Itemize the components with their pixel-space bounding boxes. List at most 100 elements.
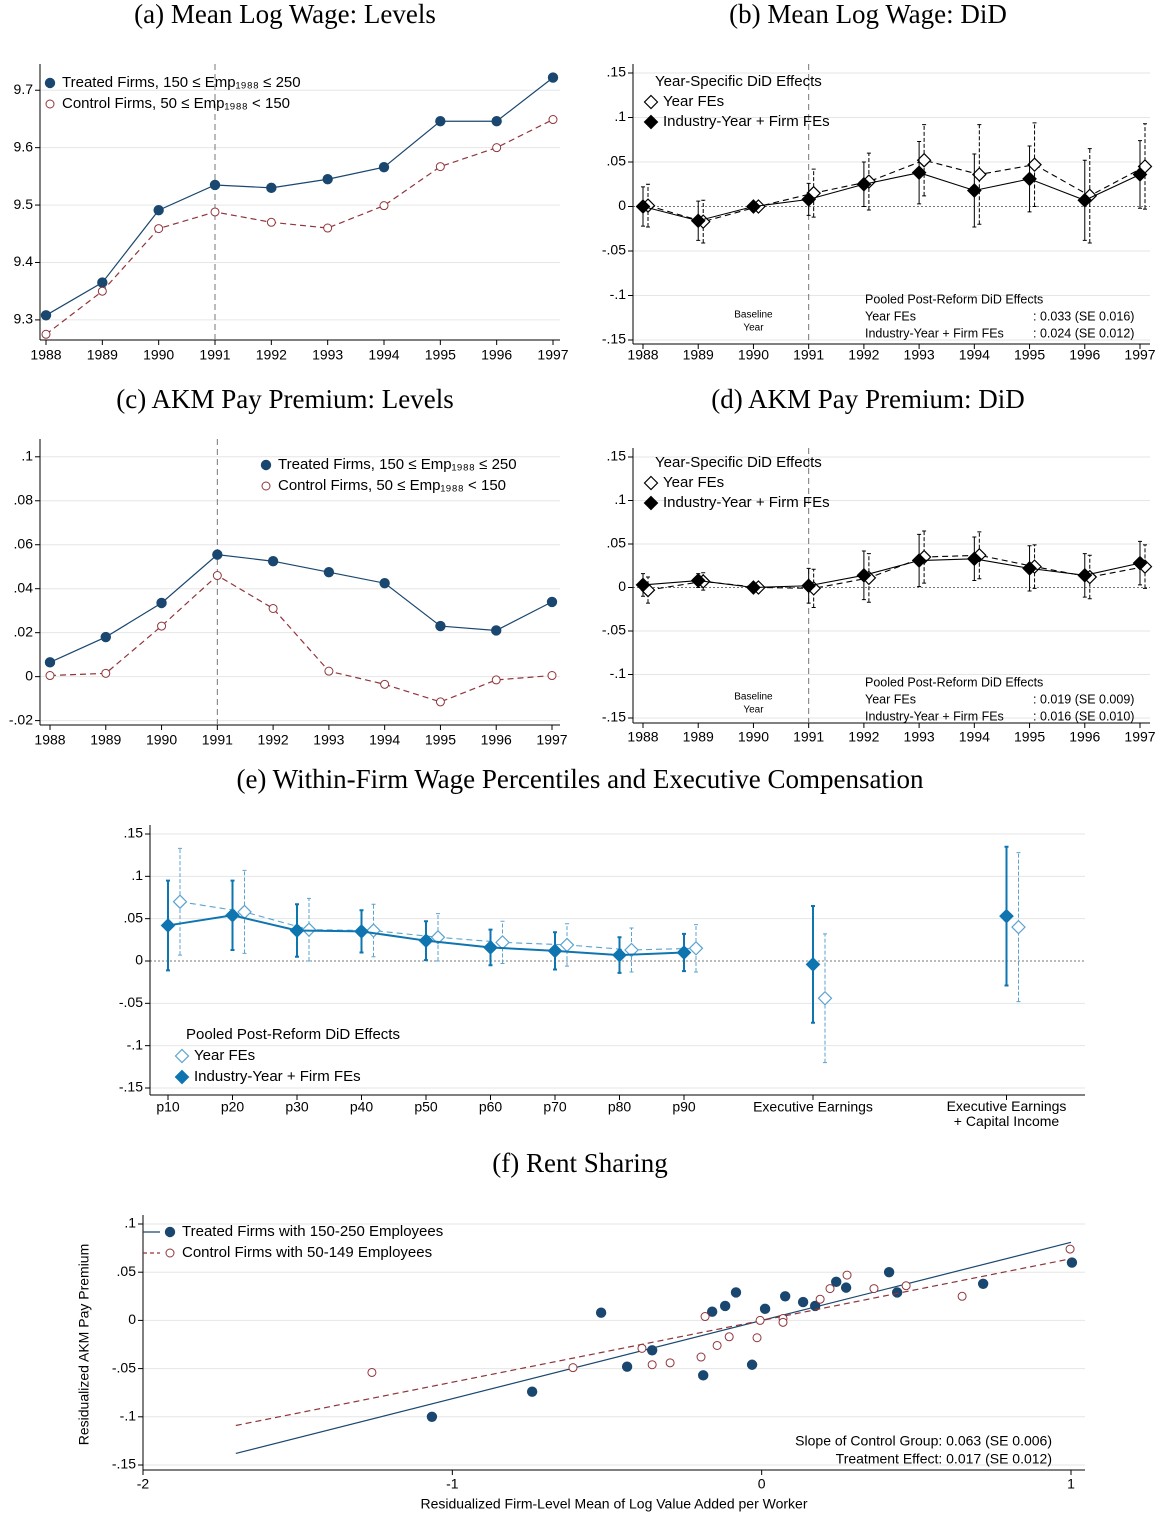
point bbox=[719, 1300, 731, 1312]
point bbox=[323, 567, 335, 578]
baseline-label: Year bbox=[743, 323, 764, 334]
point bbox=[266, 182, 277, 194]
legend-label: Control Firms, 50 ≤ Emp₁₉₈₈ < 150 bbox=[62, 95, 290, 112]
y-tick-label: 9.7 bbox=[14, 81, 34, 97]
point bbox=[366, 923, 381, 938]
point bbox=[746, 1359, 758, 1370]
x-tick-label: 1993 bbox=[312, 347, 343, 363]
fit-line bbox=[235, 1258, 1072, 1427]
point bbox=[430, 929, 446, 945]
x-tick-label: p30 bbox=[285, 1099, 309, 1115]
point bbox=[646, 1345, 658, 1356]
y-tick-label: .05 bbox=[607, 153, 627, 169]
point bbox=[45, 671, 55, 681]
baseline-label: Baseline bbox=[734, 310, 773, 321]
point bbox=[665, 1358, 675, 1368]
point bbox=[547, 72, 559, 83]
x-tick-label: 1992 bbox=[258, 732, 289, 748]
point bbox=[491, 116, 502, 127]
baseline-label: Baseline bbox=[734, 692, 773, 703]
y-tick-label: -.15 bbox=[112, 1456, 136, 1472]
point bbox=[856, 176, 872, 192]
point bbox=[809, 1300, 821, 1312]
point bbox=[1132, 167, 1148, 182]
x-tick-label: p40 bbox=[350, 1099, 374, 1115]
pooled-value: : 0.016 (SE 0.010) bbox=[1033, 709, 1134, 723]
point bbox=[547, 671, 557, 681]
point bbox=[492, 143, 502, 153]
series-line bbox=[642, 558, 1141, 589]
x-tick-label: 1988 bbox=[627, 347, 658, 363]
point bbox=[367, 1367, 377, 1377]
x-tick-label: 1996 bbox=[1069, 347, 1100, 363]
y-tick-label: -.05 bbox=[112, 1359, 136, 1375]
y-tick-label: -.05 bbox=[602, 622, 626, 638]
point bbox=[266, 217, 276, 227]
y-tick-label: 0 bbox=[618, 578, 626, 594]
point bbox=[154, 224, 164, 234]
point bbox=[977, 1278, 989, 1289]
point bbox=[153, 205, 164, 216]
x-tick-label: 1989 bbox=[683, 729, 714, 745]
x-tick-label: p20 bbox=[221, 1099, 245, 1115]
point bbox=[435, 116, 446, 127]
point bbox=[212, 549, 223, 560]
x-tick-label: -1 bbox=[446, 1476, 459, 1492]
point bbox=[97, 286, 107, 296]
point bbox=[801, 192, 817, 207]
x-tick-label: 1990 bbox=[143, 347, 174, 363]
point bbox=[911, 165, 927, 181]
y-tick-label: -.15 bbox=[119, 1079, 143, 1095]
legend-marker bbox=[164, 1226, 176, 1238]
point bbox=[883, 1266, 895, 1278]
x-tick-label: 1996 bbox=[1069, 729, 1100, 745]
point bbox=[778, 1317, 788, 1327]
point bbox=[379, 578, 390, 589]
point bbox=[526, 1386, 538, 1397]
y-tick-label: -.1 bbox=[127, 1036, 144, 1052]
x-tick-label: p10 bbox=[156, 1099, 180, 1115]
legend-label: Treated Firms, 150 ≤ Emp₁₉₈₈ ≤ 250 bbox=[278, 456, 517, 473]
x-tick-label: 1988 bbox=[34, 732, 65, 748]
pooled-value: : 0.033 (SE 0.016) bbox=[1033, 309, 1134, 323]
point bbox=[97, 277, 108, 288]
error-bar bbox=[629, 927, 634, 973]
point bbox=[706, 1306, 718, 1317]
point bbox=[1077, 192, 1093, 208]
y-tick-label: -.05 bbox=[119, 994, 143, 1010]
y-tick-label: -.15 bbox=[602, 709, 626, 725]
x-tick-label: 1994 bbox=[369, 732, 400, 748]
point bbox=[624, 942, 639, 958]
pooled-label: Year FEs bbox=[865, 692, 916, 706]
legend-marker bbox=[174, 1069, 190, 1085]
point bbox=[172, 894, 188, 910]
x-tick-label: 1991 bbox=[793, 347, 824, 363]
point bbox=[676, 945, 692, 960]
point bbox=[621, 1361, 633, 1372]
y-tick-label: 9.5 bbox=[14, 196, 34, 212]
panel-title: (f) Rent Sharing bbox=[492, 1148, 667, 1178]
x-tick-label: 1993 bbox=[904, 347, 935, 363]
point bbox=[40, 310, 52, 321]
y-tick-label: 0 bbox=[128, 1311, 136, 1327]
point bbox=[805, 957, 821, 972]
x-tick-label: 1995 bbox=[1014, 347, 1045, 363]
point bbox=[568, 1363, 578, 1373]
x-tick-label: 1994 bbox=[959, 729, 990, 745]
point bbox=[755, 1315, 765, 1325]
x-tick-label: 1995 bbox=[1014, 729, 1045, 745]
point bbox=[966, 551, 982, 567]
point bbox=[323, 223, 333, 233]
point bbox=[999, 908, 1014, 924]
x-tick-label: 1988 bbox=[627, 729, 658, 745]
point bbox=[322, 174, 333, 185]
point bbox=[547, 943, 563, 959]
series-line bbox=[642, 172, 1141, 222]
x-tick-label: 1988 bbox=[30, 347, 61, 363]
point bbox=[911, 553, 927, 568]
x-tick-label: 1993 bbox=[313, 732, 344, 748]
point bbox=[378, 161, 390, 173]
series-line bbox=[647, 159, 1146, 223]
x-tick-label: 1997 bbox=[1124, 729, 1155, 745]
x-tick-label-box: Executive Earnings + Capital Income bbox=[947, 1099, 1067, 1129]
